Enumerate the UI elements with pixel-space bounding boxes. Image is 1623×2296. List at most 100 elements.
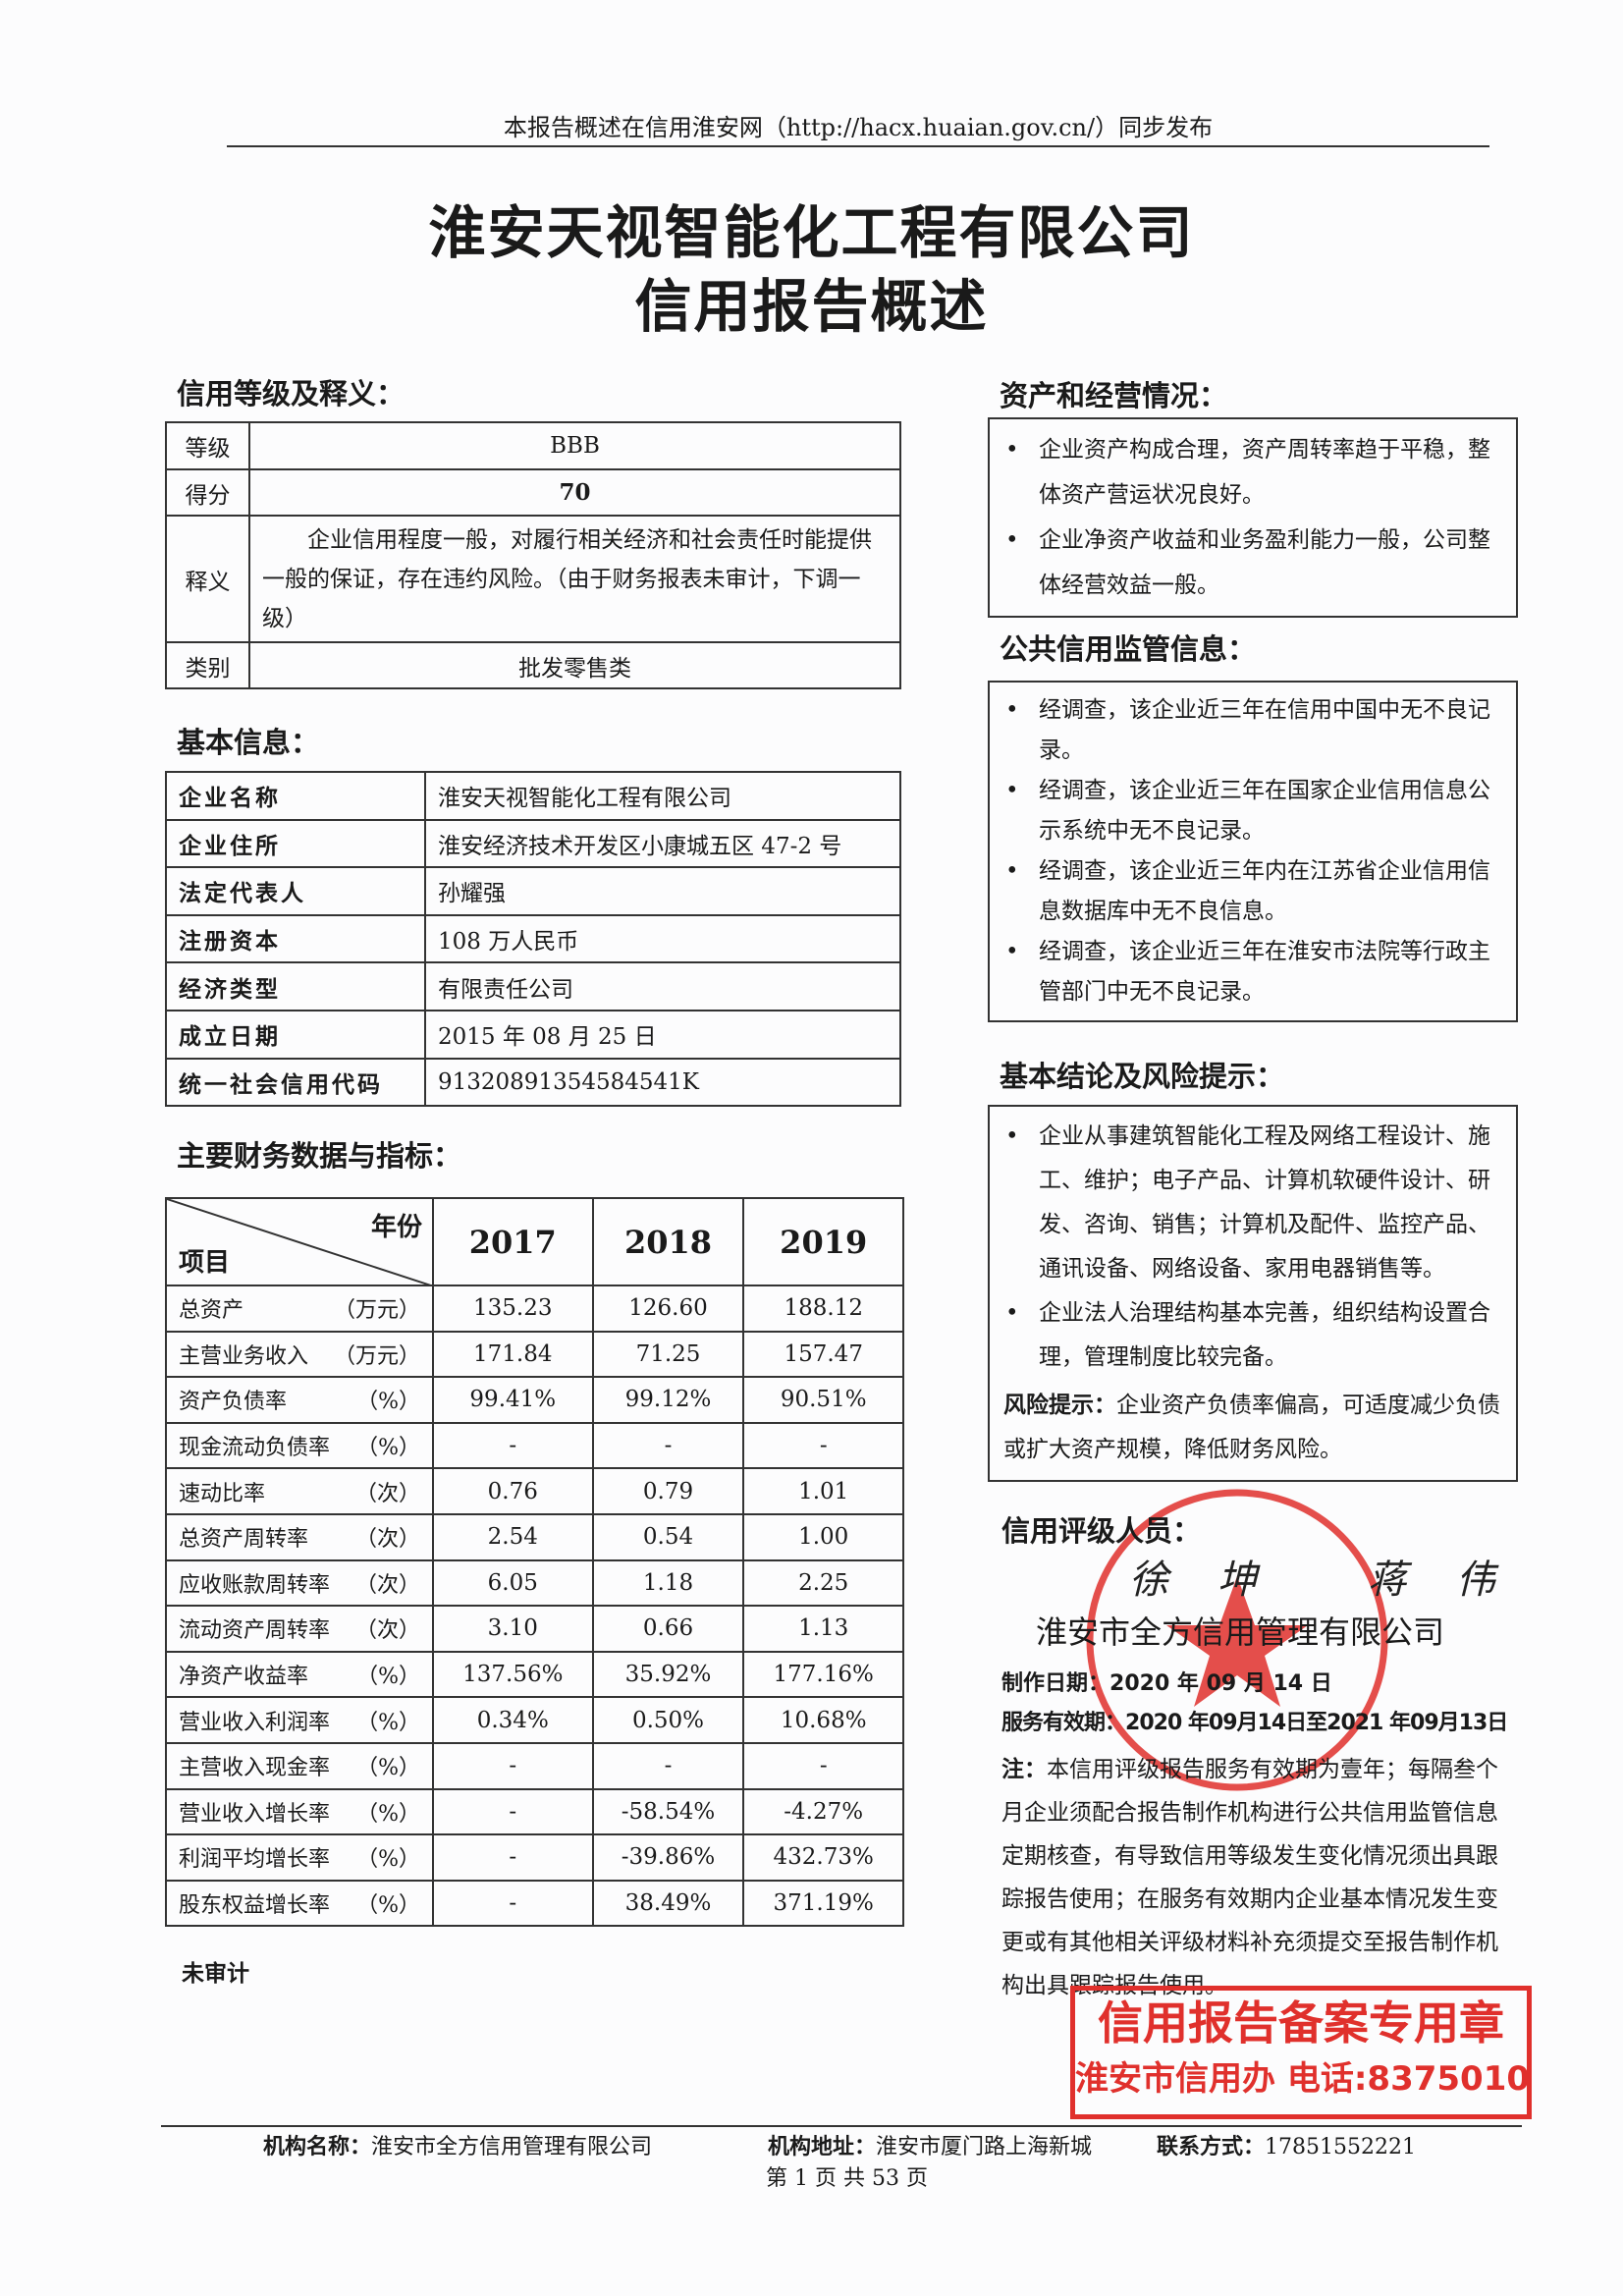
bullet-item: 经调查，该企业近三年内在江苏省企业信用信息数据库中无不良信息。 (1003, 851, 1502, 932)
finance-row: 现金流动负债率 （%） - - - (165, 1421, 904, 1470)
item-name: 总资产周转率 (179, 1527, 309, 1553)
validity-period: 服务有效期：2020 年09月14日至2021 年09月13日 (1001, 1709, 1508, 1738)
item-unit: （%） (356, 1847, 420, 1873)
finance-value: 35.92% (591, 1650, 745, 1699)
risk-text: 企业资产负债率偏高，可适度减少负债或扩大资产规模，降低财务风险。 (1003, 1393, 1500, 1462)
finance-item: 主营收入现金率 （%） (165, 1741, 434, 1790)
finance-heading: 主要财务数据与指标： (177, 1139, 462, 1173)
finance-row: 营业收入增长率 （%） - -58.54% -4.27% (165, 1787, 904, 1836)
basic-info-label: 企业名称 (165, 771, 426, 821)
finance-row: 资产负债率 （%） 99.41% 99.12% 90.51% (165, 1376, 904, 1424)
item-name: 主营业务收入 (179, 1343, 309, 1369)
company-title: 淮安天视智能化工程有限公司 (428, 199, 1195, 266)
item-unit: （%） (356, 1436, 420, 1461)
rating-company: 淮安市全方信用管理有限公司 (1036, 1613, 1445, 1651)
finance-value: 157.47 (742, 1330, 904, 1379)
filing-stamp: 信用报告备案专用章 淮安市信用办 电话:83750102 (1070, 1986, 1532, 2119)
basic-info-value: 孙耀强 (424, 866, 901, 916)
corner-cell: 年份 项目 (165, 1197, 434, 1286)
basic-info-row: 注册资本 108 万人民币 (165, 913, 901, 964)
unaudited-note: 未审计 (182, 1961, 249, 1987)
finance-item: 应收账款周转率 （次） (165, 1558, 434, 1608)
item-header: 项目 (179, 1248, 231, 1278)
contact-label: 联系方式： (1157, 2135, 1266, 2159)
finance-value: 135.23 (432, 1285, 594, 1333)
header-divider (227, 145, 1489, 147)
finance-item: 现金流动负债率 （%） (165, 1421, 434, 1470)
conclusion-box: 企业从事建筑智能化工程及网络工程设计、施工、维护；电子产品、计算机软硬件设计、研… (988, 1105, 1518, 1482)
basic-info-label: 法定代表人 (165, 866, 426, 916)
finance-value: - (591, 1421, 745, 1470)
item-name: 应收账款周转率 (179, 1572, 331, 1598)
finance-item: 总资产周转率 （次） (165, 1512, 434, 1561)
item-unit: （次） (354, 1527, 420, 1553)
finance-value: 6.05 (432, 1558, 594, 1608)
finance-row: 主营收入现金率 （%） - - - (165, 1741, 904, 1790)
bullet-item: 经调查，该企业近三年在国家企业信用信息公示系统中无不良记录。 (1003, 771, 1502, 851)
finance-value: - (432, 1741, 594, 1790)
item-name: 净资产收益率 (179, 1665, 309, 1690)
item-unit: （%） (356, 1756, 420, 1781)
finance-value: 432.73% (742, 1833, 904, 1882)
finance-value: 1.18 (591, 1558, 745, 1608)
finance-value: - (432, 1787, 594, 1836)
year-2017: 2017 (432, 1197, 594, 1286)
finance-value: - (432, 1879, 594, 1928)
finance-value: - (591, 1741, 745, 1790)
finance-value: -58.54% (591, 1787, 745, 1836)
finance-value: 99.12% (591, 1376, 745, 1424)
bullet-item: 企业从事建筑智能化工程及网络工程设计、施工、维护；电子产品、计算机软硬件设计、研… (1003, 1115, 1502, 1291)
finance-value: 38.49% (591, 1879, 745, 1928)
finance-value: -39.86% (591, 1833, 745, 1882)
basic-info-label: 经济类型 (165, 961, 426, 1011)
finance-row: 主营业务收入 （万元） 171.84 71.25 157.47 (165, 1330, 904, 1379)
item-unit: （%） (356, 1390, 420, 1415)
org-value: 淮安市全方信用管理有限公司 (371, 2135, 653, 2159)
finance-value: 0.79 (591, 1467, 745, 1515)
score-label: 得分 (165, 468, 250, 517)
category-value: 批发零售类 (248, 641, 901, 689)
basic-info-row: 统一社会信用代码 91320891354584541K (165, 1057, 901, 1108)
item-name: 主营收入现金率 (179, 1756, 331, 1781)
grade-value: BBB (248, 421, 901, 470)
finance-value: 2.25 (742, 1558, 904, 1608)
finance-item: 速动比率 （次） (165, 1467, 434, 1515)
rating-note: 注：本信用评级报告服务有效期为壹年；每隔叁个月企业须配合报告制作机构进行公共信用… (1001, 1748, 1517, 2007)
basic-info-row: 法定代表人 孙耀强 (165, 866, 901, 916)
finance-value: 171.84 (432, 1330, 594, 1379)
basic-info-row: 成立日期 2015 年 08 月 25 日 (165, 1009, 901, 1060)
item-name: 营业收入利润率 (179, 1710, 331, 1735)
finance-item: 营业收入增长率 （%） (165, 1787, 434, 1836)
basic-info-row: 企业住所 淮安经济技术开发区小康城五区 47-2 号 (165, 818, 901, 869)
item-unit: （%） (356, 1893, 420, 1919)
item-name: 现金流动负债率 (179, 1436, 331, 1461)
finance-value: 0.76 (432, 1467, 594, 1515)
item-unit: （%） (356, 1665, 420, 1690)
basic-info-label: 注册资本 (165, 913, 426, 964)
footer-address: 机构地址：淮安市厦门路上海新城 (768, 2135, 1092, 2160)
bullet-item: 企业法人治理结构基本完善，组织结构设置合理，管理制度比较完备。 (1003, 1291, 1502, 1380)
finance-value: 0.34% (432, 1696, 594, 1744)
bullet-item: 企业资产构成合理，资产周转率趋于平稳，整体资产营运状况良好。 (1003, 427, 1502, 518)
item-name: 流动资产周转率 (179, 1618, 331, 1644)
finance-value: - (432, 1833, 594, 1882)
finance-item: 流动资产周转率 （次） (165, 1605, 434, 1653)
footer-divider (161, 2125, 1522, 2127)
bullet-item: 经调查，该企业近三年在淮安市法院等行政主管部门中无不良记录。 (1003, 932, 1502, 1012)
company-seal-stamp (1086, 1489, 1388, 1791)
item-unit: （次） (354, 1572, 420, 1598)
grade-heading: 信用等级及释义： (177, 377, 406, 410)
finance-item: 营业收入利润率 （%） (165, 1696, 434, 1744)
finance-value: - (742, 1741, 904, 1790)
year-2018: 2018 (591, 1197, 745, 1286)
basic-info-label: 统一社会信用代码 (165, 1057, 426, 1108)
item-unit: （%） (356, 1801, 420, 1827)
item-name: 总资产 (179, 1298, 244, 1324)
item-name: 利润平均增长率 (179, 1847, 331, 1873)
diagonal-line (167, 1199, 434, 1286)
bullet-item: 企业净资产收益和业务盈利能力一般，公司整体经营效益一般。 (1003, 518, 1502, 608)
year-2019: 2019 (742, 1197, 904, 1286)
assets-heading: 资产和经营情况： (1000, 379, 1228, 412)
risk-note: 风险提示：企业资产负债率偏高，可适度减少负债或扩大资产规模，降低财务风险。 (1003, 1384, 1502, 1472)
category-label: 类别 (165, 641, 250, 689)
